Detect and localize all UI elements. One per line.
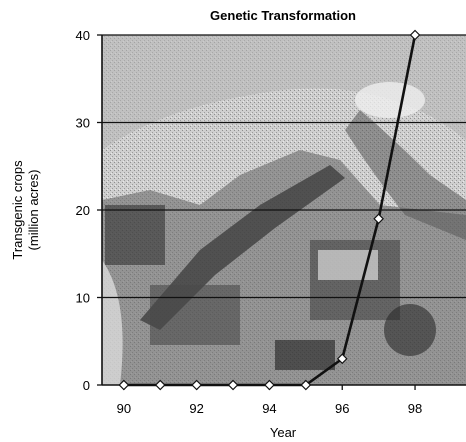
gridlines [102, 34, 466, 299]
y-tick-label-30: 30 [76, 116, 90, 131]
data-point-92 [191, 379, 202, 391]
x-tick-label-94: 94 [262, 401, 276, 416]
y-axis-label: Transgenic crops (million acres) [10, 160, 41, 260]
data-point-90 [118, 379, 130, 391]
data-point-93 [227, 379, 239, 391]
chart-title: Genetic Transformation [210, 8, 356, 23]
series [118, 29, 421, 391]
data-point-94 [264, 379, 275, 391]
y-tick-label-10: 10 [76, 291, 90, 306]
background-photo [102, 35, 466, 385]
y-tick-labels: 0 10 20 30 40 [76, 28, 90, 393]
y-axis-label-line2: (million acres) [26, 170, 41, 251]
x-tick-label-90: 90 [117, 401, 131, 416]
data-point-98 [409, 29, 421, 41]
x-tick-label-96: 96 [335, 401, 349, 416]
y-tick-label-20: 20 [76, 203, 90, 218]
x-tick-label-98: 98 [408, 401, 422, 416]
data-point-96 [336, 353, 348, 365]
y-axis-label-line1: Transgenic crops [10, 160, 25, 260]
data-point-91 [154, 379, 166, 391]
data-point-95 [300, 379, 312, 391]
x-tick-label-92: 92 [189, 401, 203, 416]
y-tick-label-0: 0 [83, 378, 90, 393]
x-axis-label: Year [270, 425, 297, 440]
x-tick-labels: 90 92 94 96 98 [117, 401, 423, 416]
y-tick-label-40: 40 [76, 28, 90, 43]
data-point-97 [373, 213, 384, 225]
